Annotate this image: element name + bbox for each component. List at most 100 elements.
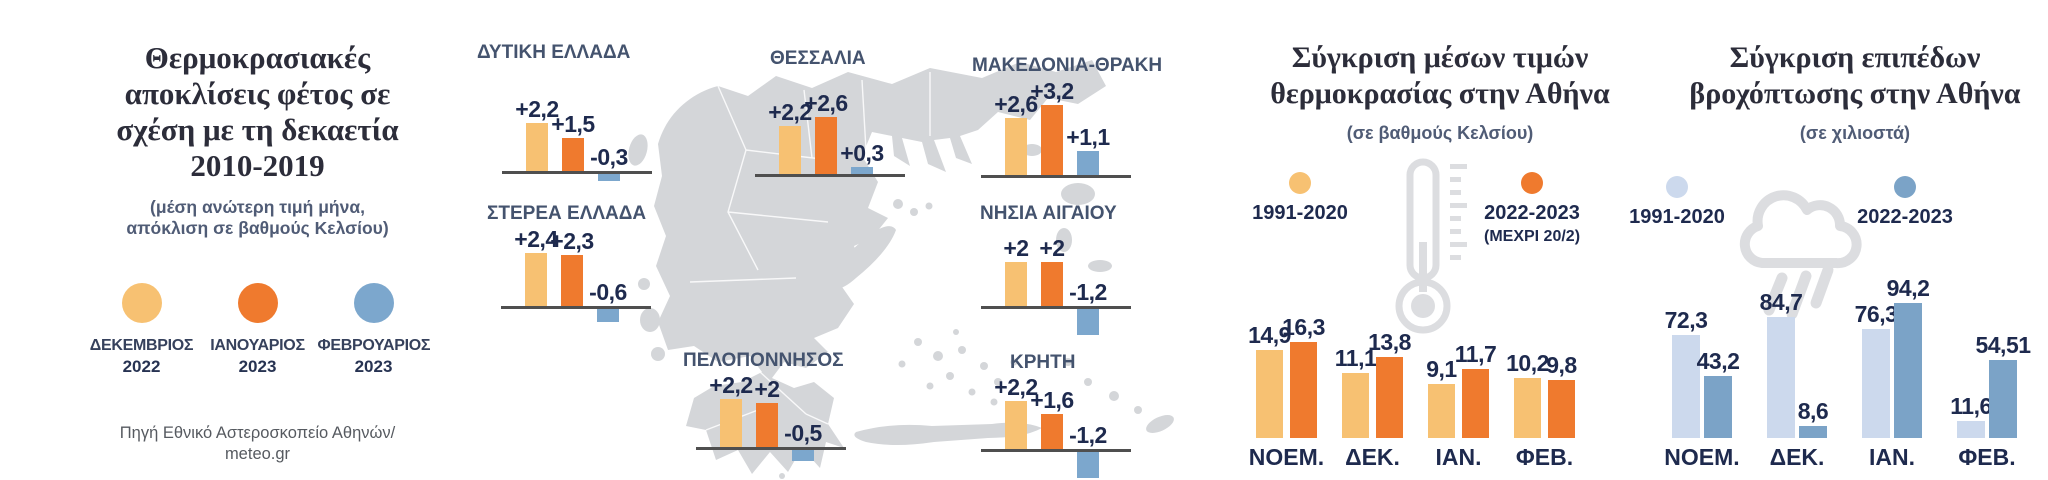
- region-bar-plot: +2,4 +2,3 -0,6: [501, 226, 651, 345]
- series-value-label: 84,7: [1759, 289, 1803, 315]
- region-label: ΘΕΣΣΑΛΙΑ: [770, 48, 866, 69]
- january-dot-icon: [237, 283, 278, 323]
- series-value-label: 72,3: [1664, 307, 1708, 333]
- deviation-value-label: +0,3: [840, 140, 884, 166]
- series-value-label: 16,3: [1282, 314, 1325, 340]
- limnos-island: [1022, 144, 1042, 156]
- series-value-label: 9,8: [1546, 352, 1577, 378]
- greece-mainland-shape: [654, 60, 1106, 474]
- rainfall-title: Σύγκριση επιπέδων βροχόπτωσης στην Αθήνα: [1689, 41, 2021, 110]
- temp-new-dot-icon: [1521, 172, 1543, 194]
- deviation-value-label: +2,2: [994, 374, 1038, 400]
- deviation-value-label: +1,5: [551, 111, 595, 137]
- deviation-bar: [815, 117, 837, 174]
- region-label: ΣΤΕΡΕΑ ΕΛΛΑΔΑ: [487, 203, 647, 224]
- series-value-label: 11,7: [1454, 341, 1497, 367]
- temperature-bar-chart: 14,9 16,3 ΝΟΕΜ. 11,1 13,8 ΔΕΚ. 9,1 11,7 ΙΑΝ. 10,2…: [1248, 278, 1632, 480]
- region-label: ΝΗΣΙΑ ΑΙΓΑΙΟΥ: [980, 203, 1117, 224]
- month-label: ΝΟΕΜ.: [1664, 444, 1740, 470]
- region-bar-plot: +2,2 +1,6 -1,2: [981, 374, 1131, 480]
- rain-cloud-icon: [1739, 190, 1862, 320]
- region-chart-thessalia: ΘΕΣΣΑΛΙΑ +2,2 +2,6 +0,3: [755, 48, 935, 213]
- region-label: ΔΥΤΙΚΗ ΕΛΛΑΔΑ: [477, 42, 631, 63]
- legend-item-december: ΔΕΚΕΜΒΡΙΟΣ 2022: [86, 283, 198, 377]
- series-value-label: 94,2: [1886, 275, 1930, 301]
- deviation-bar: [1041, 414, 1063, 449]
- region-chart-peloponnisos: ΠΕΛΟΠΟΝΝΗΣΟΣ +2,2 +2 -0,5: [683, 350, 876, 480]
- series-bar: [1799, 426, 1827, 438]
- deviation-value-label: +1,1: [1066, 124, 1110, 150]
- series-bar: [1989, 360, 2017, 438]
- series-value-label: 76,3: [1854, 301, 1898, 327]
- region-bar-plot: +2,2 +2,6 +0,3: [755, 90, 905, 213]
- series-value-label: 10,2: [1506, 350, 1549, 376]
- rain-old-dot-icon: [1666, 176, 1688, 198]
- legend-year-label: 2023: [354, 357, 393, 376]
- region-chart-makedonia-thraki: ΜΑΚΕΔΟΝΙΑ-ΘΡΑΚΗ +2,6 +3,2 +1,1: [972, 55, 1162, 214]
- rhodes-island: [1146, 415, 1174, 433]
- athens-rainfall-panel: Σύγκριση επιπέδων βροχόπτωσης στην Αθήνα…: [1658, 40, 2048, 144]
- main-subtitle: (μέση ανώτερη τιμή μήνα, απόκλιση σε βαθ…: [126, 197, 389, 238]
- series-bar: [1428, 384, 1455, 438]
- series-bar: [1894, 303, 1922, 438]
- region-bar-plot: +2 +2 -1,2: [981, 231, 1131, 345]
- deviation-value-label: +3,2: [1030, 78, 1074, 104]
- deviation-bar: [792, 450, 814, 461]
- chios-island: [1056, 228, 1072, 252]
- series-value-label: 14,9: [1248, 322, 1291, 348]
- deviation-bar: [779, 126, 801, 174]
- month-label: ΔΕΚ.: [1345, 444, 1400, 470]
- region-bar-plot: +2,2 +2 -0,5: [696, 372, 846, 480]
- source-attribution: Πηγή Εθνικό Αστεροσκοπείο Αθηνών/ meteo.…: [119, 424, 396, 463]
- month-label: ΔΕΚ.: [1769, 444, 1825, 470]
- deviation-value-label: +2,6: [804, 90, 848, 116]
- series-bar: [1342, 373, 1369, 438]
- series-value-label: 9,1: [1426, 356, 1457, 382]
- deviation-bar: [562, 138, 584, 171]
- series-value-label: 11,1: [1334, 345, 1377, 371]
- region-label: ΚΡΗΤΗ: [1010, 352, 1076, 373]
- deviation-bar: [1041, 262, 1063, 306]
- deviation-value-label: +2: [1003, 235, 1029, 261]
- region-chart-kriti: ΚΡΗΤΗ +2,2 +1,6 -1,2: [981, 352, 1161, 480]
- deviation-value-label: +1,6: [1030, 387, 1074, 413]
- series-value-label: 8,6: [1797, 398, 1829, 424]
- rain-new-dot-icon: [1894, 176, 1916, 198]
- deviation-bar: [561, 255, 583, 306]
- deviation-bar: [526, 123, 548, 171]
- deviation-value-label: +2,3: [550, 228, 594, 254]
- month-label: ΝΟΕΜ.: [1248, 444, 1325, 470]
- series-bar: [1862, 329, 1890, 438]
- deviation-bar: [720, 399, 742, 447]
- december-dot-icon: [121, 283, 162, 323]
- main-title: Θερμοκρασιακές αποκλίσεις φέτος σε σχέση…: [116, 40, 399, 183]
- thermometer-icon: [1395, 158, 1467, 334]
- crete-island: [854, 422, 1042, 445]
- legend-item-january: ΙΑΝΟΥΑΡΙΟΣ 2023: [202, 283, 314, 377]
- month-label: ΦΕΒ.: [1958, 444, 2016, 470]
- series-bar: [1704, 376, 1732, 438]
- february-dot-icon: [353, 283, 394, 323]
- series-bar: [1767, 317, 1795, 438]
- deviation-bar: [1077, 309, 1099, 335]
- rainfall-subtitle: (σε χιλιοστά): [1799, 123, 1911, 143]
- month-legend: ΔΕΚΕΜΒΡΙΟΣ 2022 ΙΑΝΟΥΑΡΙΟΣ 2023 ΦΕΒΡΟΥΑΡ…: [85, 283, 430, 377]
- greece-map: [628, 60, 1174, 479]
- samos-island: [1088, 260, 1112, 272]
- deviation-bar: [1077, 151, 1099, 175]
- temperature-subtitle: (σε βαθμούς Κελσίου): [1346, 123, 1534, 143]
- series-value-label: 54,51: [1975, 332, 2031, 358]
- temp-old-dot-icon: [1289, 172, 1311, 194]
- athens-temperature-panel: Σύγκριση μέσων τιμών θερμοκρασίας στην Α…: [1250, 40, 1630, 144]
- legend-year-label: 2022: [122, 357, 161, 376]
- deviation-bar: [1077, 452, 1099, 478]
- deviation-bar: [1041, 105, 1063, 175]
- deviation-bar: [756, 403, 778, 447]
- deviation-bar: [598, 174, 620, 181]
- intro-panel: Θερμοκρασιακές αποκλίσεις φέτος σε σχέση…: [85, 40, 431, 463]
- euboea-island: [828, 226, 896, 289]
- rainfall-bar-chart: 72,3 43,2 ΝΟΕΜ. 84,7 8,6 ΔΕΚ. 76,3 94,2 ΙΑΝ. 11,6…: [1664, 275, 2048, 480]
- deviation-value-label: +2,2: [709, 372, 753, 398]
- region-bar-plot: +2,2 +1,5 -0,3: [502, 96, 652, 210]
